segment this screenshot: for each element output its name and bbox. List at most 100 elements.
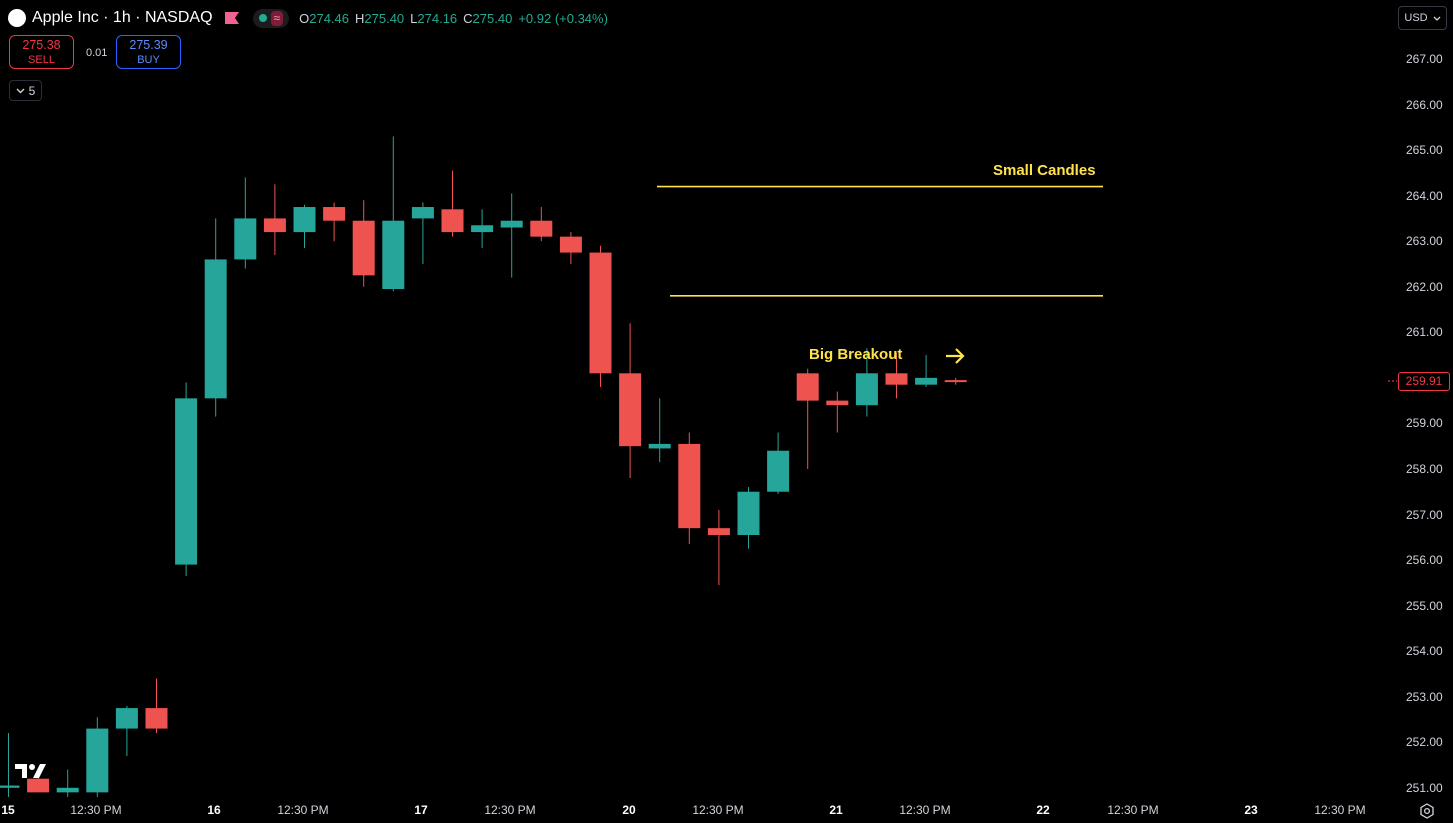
buy-button[interactable]: 275.39 BUY [116,35,181,69]
candle[interactable] [204,218,227,417]
candle-body [471,225,494,233]
time-axis-label: 20 [622,803,636,817]
chart-header: Apple Inc · 1h · NASDAQ ≈ O274.46 H275.4… [8,7,608,29]
candle[interactable] [441,170,464,237]
candle[interactable] [352,200,375,287]
candlestick-chart[interactable] [0,0,1397,797]
candle-body [115,708,138,729]
price-axis-label: 255.00 [1406,598,1443,613]
candle[interactable] [175,382,198,576]
candle-body [559,236,582,253]
market-status[interactable]: ≈ [252,8,290,28]
price-axis-label: 266.00 [1406,97,1443,112]
close-value: 275.40 [472,10,513,26]
currency-selector[interactable]: USD [1398,6,1447,30]
candle-body [885,373,908,385]
candle-body [589,252,612,374]
small-candles-annotation[interactable]: Small Candles [993,162,1096,179]
time-axis-label: 12:30 PM [692,803,744,817]
candle-body [796,373,819,401]
price-axis-label: 267.00 [1406,52,1443,66]
candle[interactable] [382,136,405,292]
wave-icon: ≈ [270,10,284,26]
candle[interactable] [678,432,701,545]
spread-value: 0.01 [86,47,108,59]
candle[interactable] [737,487,760,549]
candle[interactable] [86,717,109,797]
candle-body [352,220,375,276]
buy-price: 275.39 [129,38,168,52]
candles-group [0,136,967,797]
candle[interactable] [234,177,257,269]
candle[interactable] [500,193,523,278]
price-axis-label: 258.00 [1406,461,1443,476]
candle-body [411,207,434,219]
close-label: C [463,10,473,26]
high-value: 275.40 [364,10,405,26]
time-axis-label: 17 [414,803,428,817]
price-axis-label: 259.00 [1406,416,1443,431]
time-axis-label: 21 [829,803,843,817]
candle[interactable] [293,204,316,249]
price-axis-label: 253.00 [1406,689,1443,704]
big-breakout-annotation[interactable]: Big Breakout [809,346,903,363]
candle[interactable] [56,769,79,797]
candle[interactable] [411,202,434,264]
candle-body [500,220,523,228]
price-axis-label: 261.00 [1406,325,1443,340]
last-price-badge: 259.91 [1398,372,1450,391]
candle[interactable] [826,391,849,433]
time-axis-label: 12:30 PM [484,803,536,817]
candle-body [767,450,790,492]
candle[interactable] [559,232,582,264]
candle[interactable] [767,432,790,495]
candle[interactable] [707,509,730,586]
candle-body [293,207,316,233]
horizontal-lines-group [657,185,1103,297]
candle-body [944,380,967,383]
tradingview-logo-icon[interactable] [13,760,49,782]
candle-body [441,209,464,233]
candle[interactable] [145,678,168,734]
candle-body [323,207,346,221]
change-value: +0.92 (+0.34%) [518,10,608,26]
time-axis-label: 15 [1,803,15,817]
candle-body [175,398,198,565]
candle[interactable] [944,377,967,385]
candle-body [56,787,79,793]
sell-label: SELL [28,54,55,66]
candle-body [826,400,849,406]
candle[interactable] [589,245,612,387]
candle[interactable] [323,202,346,242]
candle[interactable] [796,368,819,469]
status-dot-icon [258,14,267,22]
symbol-title[interactable]: Apple Inc · 1h · NASDAQ [32,9,213,26]
settings-icon[interactable] [1418,802,1436,820]
candle-body [648,443,671,449]
high-label: H [355,10,365,26]
candle[interactable] [619,323,642,479]
candle[interactable] [855,348,878,417]
candle-body [678,443,701,529]
candle[interactable] [471,209,494,249]
sell-button[interactable]: 275.38 SELL [9,35,74,69]
candle[interactable] [115,705,138,756]
candle-body [737,491,760,535]
price-axis-label: 263.00 [1406,234,1443,249]
candle-body [0,785,20,788]
indicators-toggle-button[interactable]: 5 [9,80,42,101]
candle[interactable] [530,207,553,242]
candle[interactable] [648,398,671,463]
candle[interactable] [885,352,908,399]
time-axis-label: 16 [207,803,221,817]
open-value: 274.46 [309,10,349,26]
price-axis-label: 256.00 [1406,553,1443,568]
candle[interactable] [915,355,938,387]
low-value: 274.16 [417,10,458,26]
currency-label: USD [1404,12,1428,24]
candle[interactable] [263,184,286,255]
flag-icon[interactable] [224,12,239,24]
candle[interactable] [0,733,20,797]
price-axis-label: 254.00 [1406,644,1443,659]
candle-body [263,218,286,233]
